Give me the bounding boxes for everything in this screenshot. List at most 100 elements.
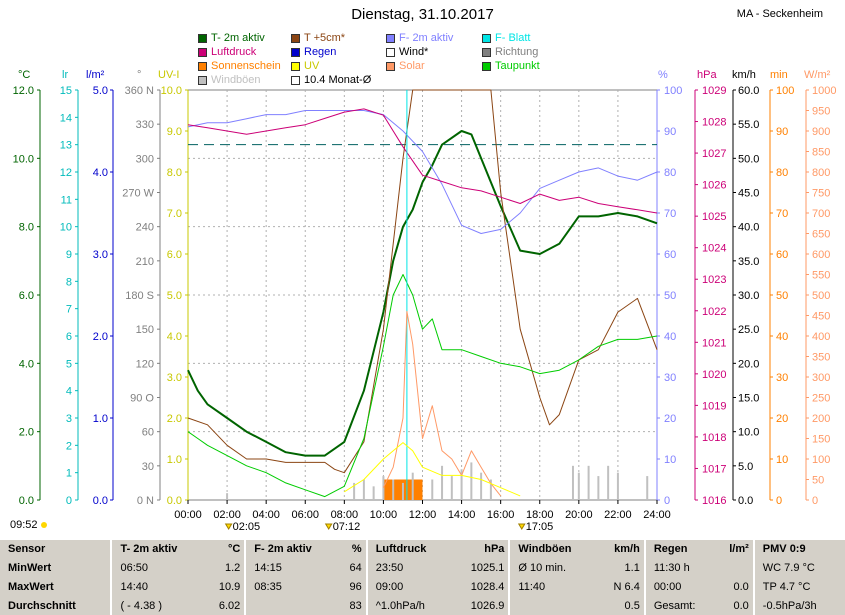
legend-swatch (386, 47, 395, 57)
stats-header-temp-unit: °C (206, 540, 247, 559)
hum-tick-label: 20 (664, 413, 676, 425)
chart-title: Dienstag, 31.10.2017 (351, 6, 494, 23)
sun-tick-label: 60 (776, 249, 788, 261)
dir-tick-label: 0 N (137, 495, 154, 507)
stats-cell: 14:40 (120, 580, 148, 593)
legend-item: Solar (386, 60, 425, 72)
press-tick-label: 1025 (702, 211, 726, 223)
lr-tick-label: 3 (66, 413, 72, 425)
stats-row-max: MaxWert 14:40 10.9 08:35 96 09:00 1028.4… (0, 577, 845, 597)
solar-tick-label: 250 (812, 393, 830, 405)
legend-item: Richtung (482, 46, 538, 58)
dir-tick-label: 150 (136, 324, 154, 336)
legend-label: Richtung (495, 46, 539, 58)
legend-item: Wind* (386, 46, 428, 58)
stats-header-temp: T- 2m aktiv (120, 543, 178, 556)
temp-unit-label: °C (18, 69, 31, 81)
wind-tick-label: 40.0 (738, 222, 759, 234)
solar-tick-label: 50 (812, 475, 824, 487)
stats-header-hum: F- 2m aktiv (254, 543, 312, 556)
legend-item: T- 2m aktiv (198, 32, 265, 44)
solar-tick-label: 0 (812, 495, 818, 507)
x-tick-label: 10:00 (370, 509, 398, 521)
legend-swatch (291, 47, 300, 57)
stats-cell (718, 558, 755, 578)
legend-item: F- 2m aktiv (386, 32, 453, 44)
uvi-unit-label: UV-I (158, 69, 180, 81)
stats-cell: 09:00 (375, 580, 404, 593)
stats-cell: 14:15 (254, 562, 282, 575)
stats-header-rain-unit: l/m² (718, 540, 755, 559)
stats-header-rain: Regen (653, 543, 688, 556)
solar-tick-label: 1000 (812, 85, 836, 97)
sun-tick-label: 100 (776, 85, 794, 97)
stats-row-min: MinWert 06:50 1.2 14:15 64 23:50 1025.1 … (0, 558, 845, 578)
sun-tick-label: 50 (776, 290, 788, 302)
rain-tick-label: 3.0 (93, 249, 108, 261)
dir-tick-label: 90 O (130, 393, 154, 405)
wind-tick-label: 20.0 (738, 358, 759, 370)
hum-tick-label: 0 (664, 495, 670, 507)
stats-cell (245, 596, 341, 615)
dir-tick-label: 120 (136, 358, 154, 370)
stats-cell: 6.02 (206, 596, 247, 615)
sunrise-time: 09:52 (10, 519, 47, 531)
stats-row-label: MaxWert (0, 577, 113, 597)
stats-cell: 11:30 h (653, 562, 690, 575)
stats-row-label: MinWert (0, 558, 113, 578)
stats-cell: 83 (341, 596, 368, 615)
uvi-tick-label: 0.0 (167, 495, 182, 507)
wind-tick-label: 55.0 (738, 119, 759, 131)
x-tick-label: 14:00 (448, 509, 476, 521)
legend-item: F- Blatt (482, 32, 530, 44)
legend-swatch (482, 61, 491, 71)
rain-tick-label: 2.0 (93, 331, 108, 343)
legend-label: Regen (304, 46, 337, 58)
rain-unit-label: l/m² (86, 69, 105, 81)
press-tick-label: 1018 (702, 432, 726, 444)
sun-tick-label: 10 (776, 454, 788, 466)
sun-tick-label: 40 (776, 331, 788, 343)
solar-tick-label: 900 (812, 126, 830, 138)
station-name: MA - Seckenheim (736, 8, 823, 20)
legend-swatch (198, 75, 207, 85)
legend-label: Wind* (399, 46, 429, 58)
lr-tick-label: 13 (60, 140, 72, 152)
wind-tick-label: 25.0 (738, 324, 759, 336)
stats-cell: 08:35 (254, 580, 282, 593)
legend-item: Sonnenschein (198, 60, 281, 72)
x-tick-label: 00:00 (174, 509, 202, 521)
legend-label: Luftdruck (211, 46, 257, 58)
wind-tick-label: 30.0 (738, 290, 759, 302)
wind-tick-label: 35.0 (738, 256, 759, 268)
lr-tick-label: 7 (66, 304, 72, 316)
stats-cell: 11:40 (518, 580, 546, 593)
solar-tick-label: 950 (812, 106, 830, 118)
hum-tick-label: 40 (664, 331, 676, 343)
stats-header-press-unit: hPa (453, 540, 511, 559)
stats-cell: Gesamt: (653, 599, 696, 612)
wind-tick-label: 60.0 (738, 85, 759, 97)
lr-tick-label: 6 (66, 331, 72, 343)
dir-tick-label: 330 (136, 119, 154, 131)
press-tick-label: 1027 (702, 148, 726, 160)
press-tick-label: 1016 (702, 495, 726, 507)
uvi-tick-label: 3.0 (167, 372, 182, 384)
legend-label: T +5cm* (304, 32, 346, 44)
x-tick-label: 18:00 (526, 509, 554, 521)
event-marker (224, 523, 233, 530)
hum-unit-label: % (658, 69, 668, 81)
x-tick-label: 22:00 (604, 509, 632, 521)
press-tick-label: 1019 (702, 400, 726, 412)
press-tick-label: 1029 (702, 85, 726, 97)
lr-tick-label: 8 (66, 276, 72, 288)
dir-tick-label: 360 N (125, 85, 154, 97)
legend-swatch (386, 61, 395, 71)
stats-cell: ^1.0hPa/h (375, 599, 425, 612)
press-tick-label: 1020 (702, 369, 726, 381)
solar-tick-label: 550 (812, 270, 830, 282)
stats-cell: 64 (341, 558, 368, 578)
stats-header-pmv: PMV 0:9 (762, 543, 806, 556)
sun-tick-label: 0 (776, 495, 782, 507)
uvi-tick-label: 1.0 (167, 454, 182, 466)
